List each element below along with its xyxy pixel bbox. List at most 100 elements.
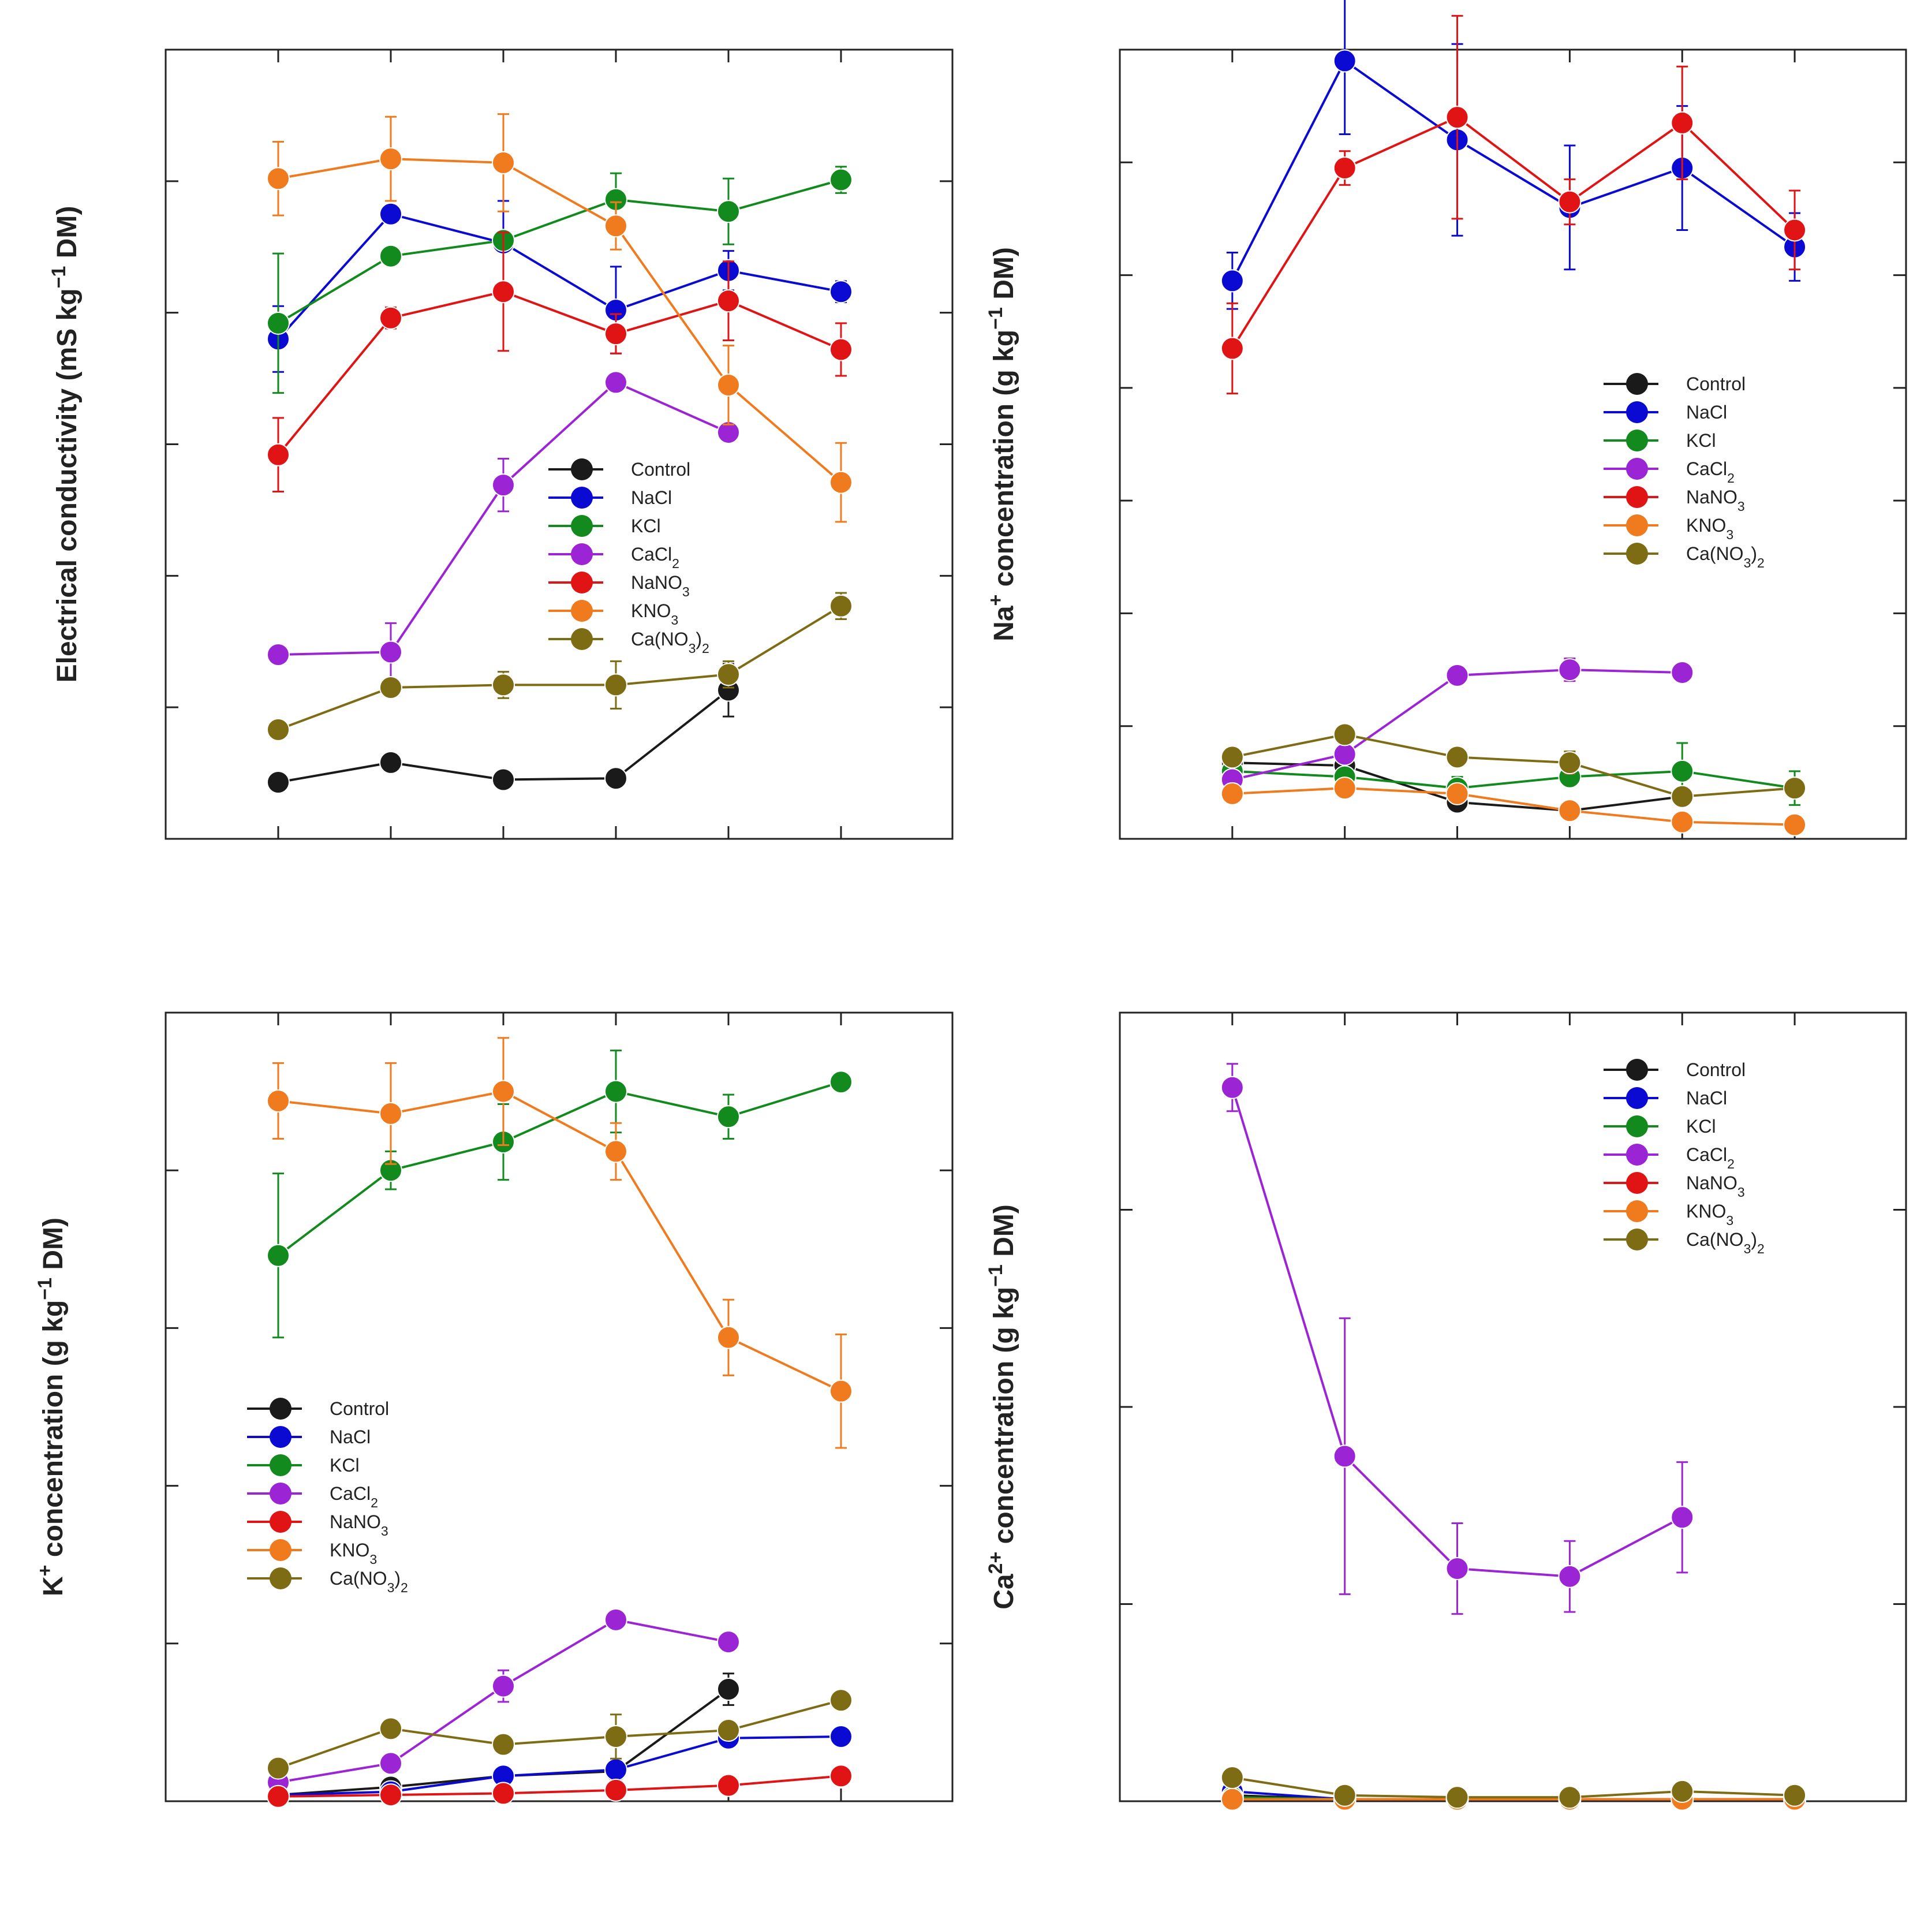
legend-item-kcl: KCl [247, 1454, 360, 1476]
series-line-segment [503, 1768, 616, 1778]
series-line-segment [615, 381, 729, 434]
series-line-segment [1569, 770, 1683, 778]
legend-item-kno3: KNO3 [1604, 514, 1733, 542]
legend-marker [571, 600, 593, 622]
data-point [379, 1752, 402, 1775]
legend-label: Control [1686, 1059, 1746, 1080]
y-axis-label: Na+ concentration (g kg−1 DM) [985, 247, 1019, 641]
series-line-segment [1344, 787, 1458, 795]
y-axis-label: K+ concentration (g kg−1 DM) [34, 1218, 69, 1596]
series-line-segment [277, 255, 392, 324]
data-point [1558, 1786, 1582, 1809]
data-point [604, 214, 627, 238]
data-point [1333, 49, 1356, 73]
data-point [716, 663, 740, 686]
data-point [1783, 1783, 1807, 1807]
series-nacl [266, 1724, 853, 1807]
legend-label: NaCl [1686, 402, 1727, 423]
legend-item-kcl: KCl [1604, 1115, 1716, 1137]
series-line-segment [1569, 122, 1683, 203]
legend-marker [1626, 458, 1648, 480]
panel-c: K+ concentration (g kg−1 DM) Control NaCl K… [34, 1011, 954, 1808]
series-line-segment [1457, 775, 1570, 790]
series-line-segment [1344, 764, 1458, 804]
series-line-segment [615, 689, 730, 779]
series-line-segment [728, 269, 842, 293]
data-point [1445, 1557, 1469, 1581]
series-line-segment [615, 300, 729, 335]
legend-item-nacl: NaCl [548, 487, 672, 509]
legend-item-nano3: NaNO3 [1604, 486, 1745, 514]
data-point [604, 1778, 627, 1802]
plot-frame [1119, 1011, 1907, 1802]
legend-label: KNO3 [1686, 1201, 1733, 1228]
series-line-segment [278, 1790, 391, 1797]
series-line-segment [278, 1794, 391, 1798]
legend-marker [1626, 514, 1648, 536]
data-point [716, 1719, 740, 1742]
series-line-segment [1231, 167, 1346, 349]
data-point [1558, 658, 1582, 682]
series-line-segment [1681, 770, 1795, 790]
series-line-segment [503, 1090, 616, 1153]
legend-marker [270, 1511, 292, 1533]
panel-a: Electrical conductivity (mS kg−1 DM) Cont… [48, 48, 954, 840]
legend-label: KCl [1686, 1116, 1716, 1137]
data-point [829, 1070, 853, 1094]
data-point [604, 322, 627, 346]
data-point [266, 1089, 290, 1112]
legend-marker [270, 1539, 292, 1561]
data-point [266, 167, 290, 191]
legend-marker [270, 1567, 292, 1589]
series-line-segment [1232, 1776, 1346, 1797]
legend-label: KCl [1686, 430, 1716, 451]
series-line-segment [1457, 669, 1570, 677]
legend-item-kno3: KNO3 [548, 600, 678, 628]
series-line-segment [390, 1727, 504, 1746]
series-line-segment [390, 1685, 505, 1765]
series-line-segment [277, 1169, 392, 1257]
series-line-segment [502, 381, 617, 486]
series-kcl [266, 166, 853, 394]
legend-label: CaCl2 [1686, 1144, 1735, 1171]
series-line-segment [1457, 756, 1570, 764]
legend-label: CaCl2 [631, 544, 679, 571]
series-cacl2 [1220, 1063, 1694, 1615]
legend-label: KCl [330, 1455, 360, 1476]
legend-label: Control [330, 1398, 389, 1419]
data-point [491, 1080, 515, 1103]
panel-b: Na+ concentration (g kg−1 DM) Control NaCl… [985, 0, 1907, 840]
legend-label: Ca(NO3)2 [1686, 543, 1765, 570]
legend-item-ca-no3-2: Ca(NO3)2 [548, 628, 709, 656]
legend-item-nano3: NaNO3 [548, 572, 690, 599]
series-line-segment [1457, 792, 1570, 812]
data-point [379, 306, 402, 330]
series-line-segment [390, 1141, 504, 1172]
series-line-segment [390, 239, 504, 257]
data-point [1671, 759, 1694, 783]
data-point [829, 168, 853, 192]
series-line-segment [1681, 122, 1796, 231]
data-point [1333, 1783, 1356, 1807]
data-point [716, 289, 740, 313]
data-point [716, 1630, 740, 1654]
series-line-segment [1344, 733, 1458, 759]
series-line-segment [727, 384, 842, 484]
series-line-segment [390, 158, 504, 164]
legend-item-cacl2: CaCl2 [1604, 458, 1735, 486]
data-point [379, 1102, 402, 1125]
data-point [1220, 745, 1244, 769]
legend-item-cacl2: CaCl2 [548, 543, 679, 571]
series-line-segment [1456, 139, 1571, 209]
panel-d: Ca2+ concentration (g kg−1 DM) Control NaC… [985, 1011, 1907, 1811]
legend-label: Ca(NO3)2 [330, 1568, 408, 1595]
data-point [1558, 1565, 1582, 1588]
series-line-segment [1231, 60, 1346, 282]
legend-item-ca-no3-2: Ca(NO3)2 [1604, 1229, 1765, 1256]
legend-label: NaNO3 [1686, 487, 1745, 514]
series-line-segment [503, 1735, 616, 1746]
data-point [379, 202, 402, 226]
